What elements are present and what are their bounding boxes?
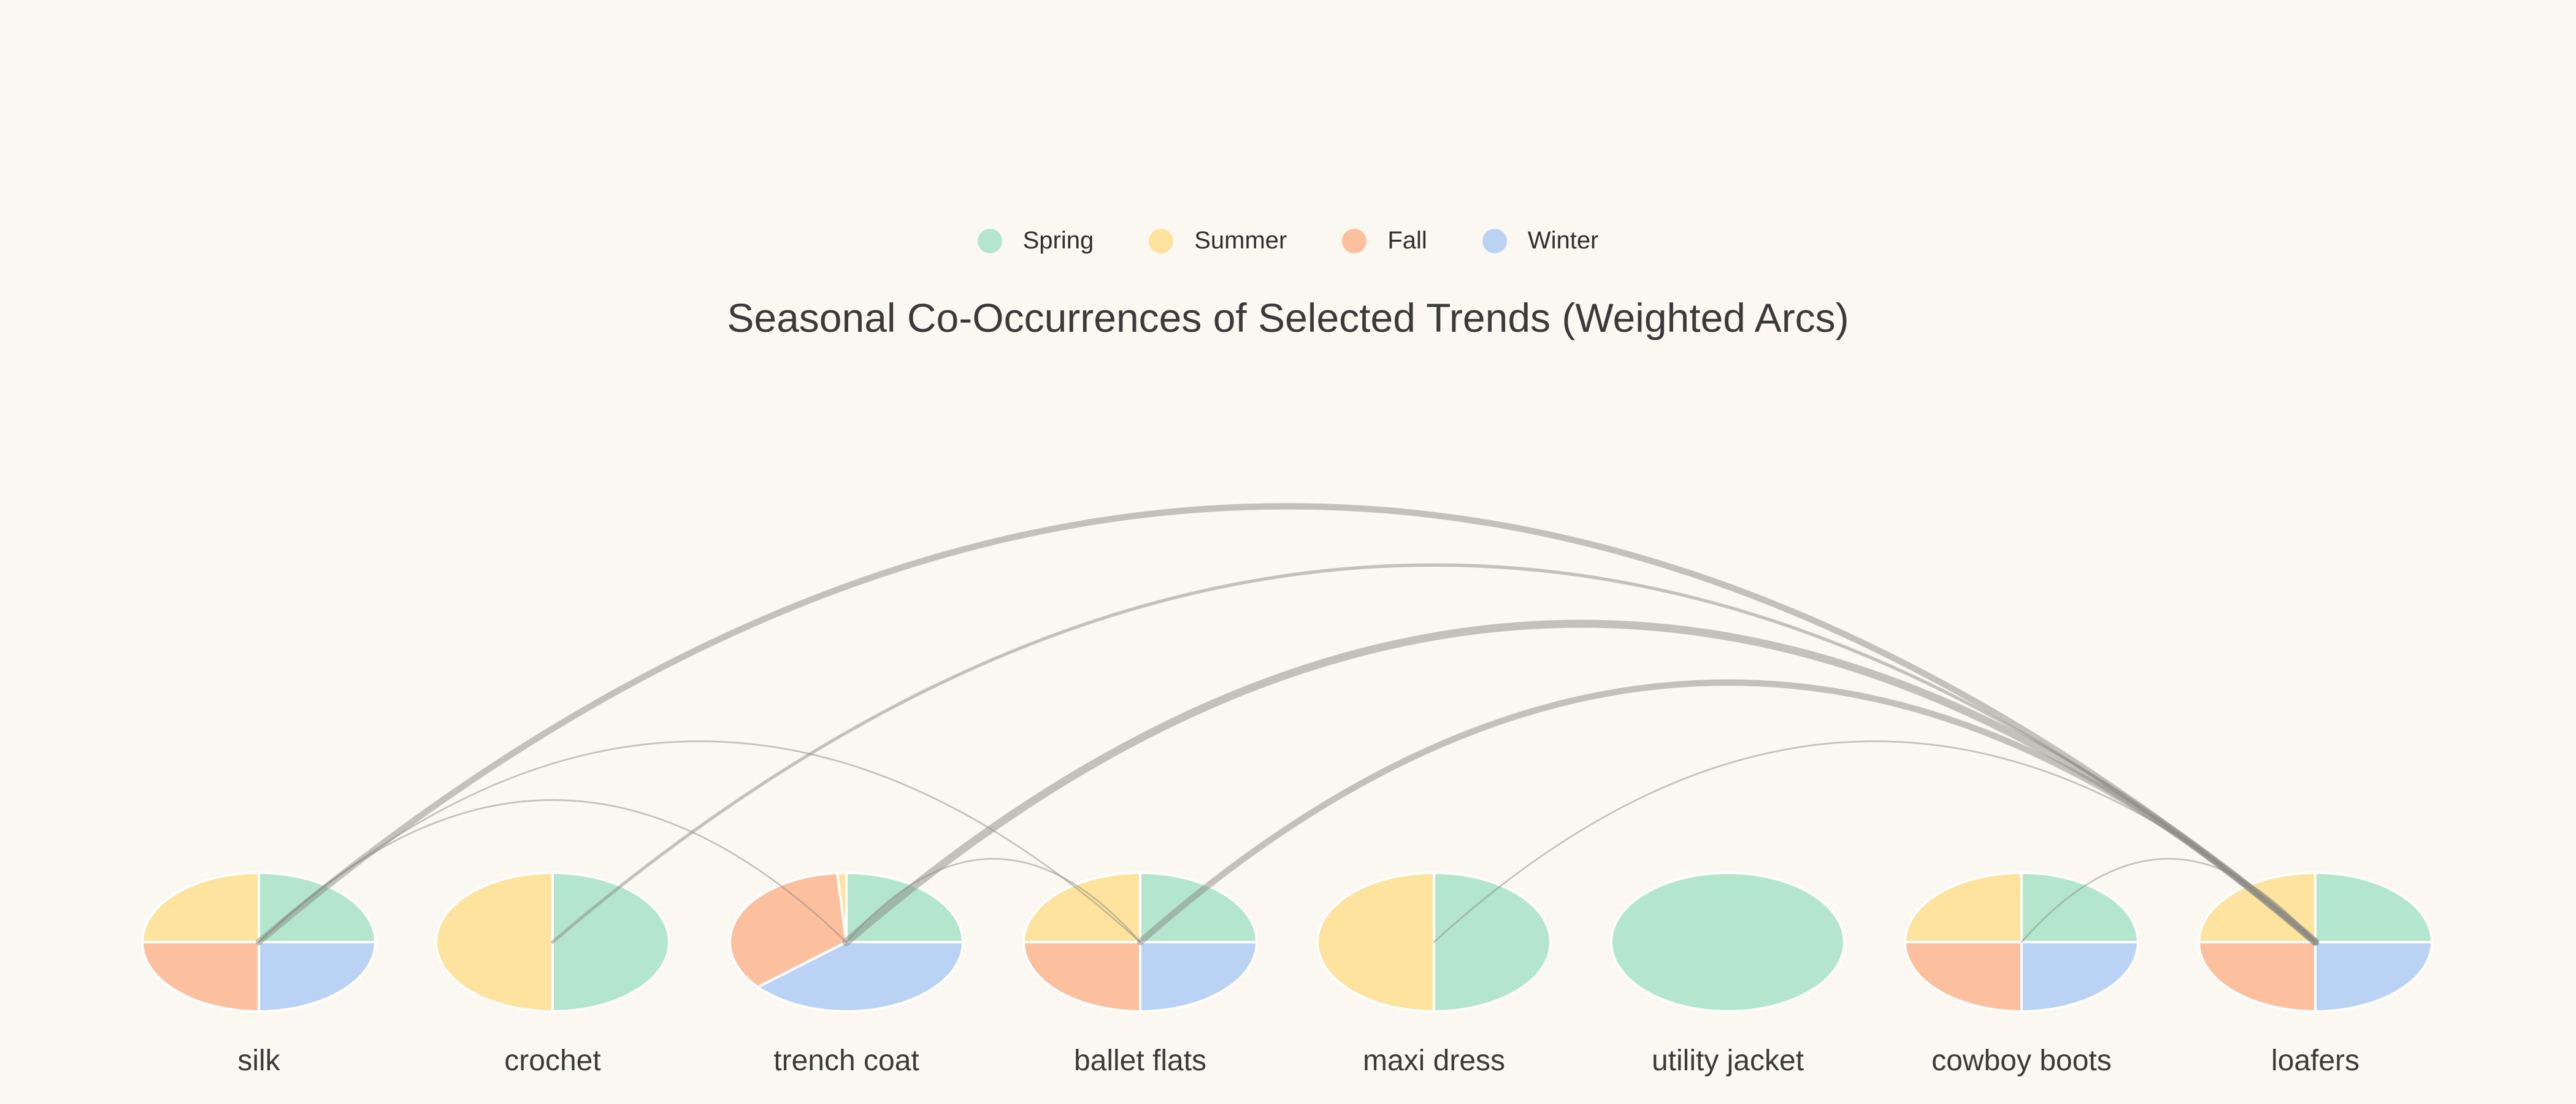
- slice-utility-jacket-spring: [1610, 872, 1846, 1013]
- node-label-crochet: crochet: [504, 1045, 600, 1077]
- node-label-silk: silk: [237, 1045, 280, 1077]
- legend: Spring Summer Fall Winter: [0, 227, 2576, 255]
- slice-loafers-spring: [2314, 872, 2433, 943]
- slice-maxi-dress-summer: [1316, 872, 1435, 1013]
- slice-ballet-flats-spring: [1139, 872, 1258, 943]
- legend-label-winter: Winter: [1527, 227, 1599, 254]
- slice-crochet-spring: [551, 872, 670, 1013]
- legend-label-summer: Summer: [1194, 227, 1287, 254]
- slice-cowboy-boots-fall: [1904, 941, 2023, 1013]
- legend-swatch-spring: [977, 228, 1002, 253]
- chart-title: Seasonal Co-Occurrences of Selected Tren…: [727, 295, 1849, 340]
- slice-cowboy-boots-winter: [2020, 941, 2139, 1013]
- slice-trench-coat-fall: [729, 872, 848, 989]
- arc-silk-ballet-flats: [258, 740, 1141, 943]
- legend-item-winter: Winter: [1482, 227, 1599, 255]
- node-crochet: [435, 872, 670, 1013]
- slice-ballet-flats-fall: [1022, 941, 1141, 1013]
- legend-item-spring: Spring: [977, 227, 1094, 255]
- node-trench-coat: [729, 872, 964, 1013]
- arc-layer: [255, 503, 2320, 946]
- arc-ballet-flats-loafers: [1137, 679, 2319, 946]
- legend-swatch-fall: [1342, 228, 1367, 253]
- slice-maxi-dress-spring: [1433, 872, 1552, 1013]
- slice-loafers-summer: [2198, 872, 2317, 943]
- node-label-ballet-flats: ballet flats: [1074, 1045, 1206, 1077]
- slice-loafers-fall: [2198, 941, 2317, 1013]
- slice-crochet-summer: [435, 872, 554, 1013]
- node-ballet-flats: [1022, 872, 1258, 1013]
- slice-ballet-flats-summer: [1022, 872, 1141, 943]
- slice-silk-spring: [258, 872, 377, 943]
- node-cowboy-boots: [1904, 872, 2139, 1013]
- node-label-maxi-dress: maxi dress: [1363, 1045, 1505, 1077]
- node-label-loafers: loafers: [2271, 1045, 2359, 1077]
- slice-trench-coat-summer: [836, 872, 848, 943]
- node-layer: silk crochet trench coat ballet flats maxi d…: [141, 872, 2433, 1077]
- legend-swatch-summer: [1149, 228, 1174, 253]
- legend-label-fall: Fall: [1387, 227, 1427, 254]
- arc-cowboy-boots-loafers: [2020, 857, 2317, 943]
- node-maxi-dress: [1316, 872, 1552, 1013]
- slice-silk-summer: [141, 872, 260, 943]
- arc-crochet-loafers: [551, 563, 2317, 944]
- arc-trench-coat-ballet-flats: [845, 857, 1141, 943]
- slice-loafers-winter: [2314, 941, 2433, 1013]
- legend-swatch-winter: [1482, 228, 1507, 253]
- slice-cowboy-boots-summer: [1904, 872, 2023, 943]
- slice-trench-coat-winter: [756, 941, 964, 1013]
- legend-label-spring: Spring: [1022, 227, 1094, 254]
- arc-silk-trench-coat: [258, 799, 848, 943]
- slice-ballet-flats-winter: [1139, 941, 1258, 1013]
- slice-trench-coat-spring: [845, 872, 964, 943]
- slice-silk-winter: [258, 941, 377, 1013]
- slice-cowboy-boots-spring: [2020, 872, 2139, 943]
- node-loafers: [2198, 872, 2433, 1013]
- arc-trench-coat-loafers: [842, 619, 2320, 946]
- node-label-cowboy-boots: cowboy boots: [1931, 1045, 2112, 1077]
- node-utility-jacket: [1610, 872, 1846, 1013]
- legend-item-fall: Fall: [1342, 227, 1427, 255]
- node-label-utility-jacket: utility jacket: [1652, 1045, 1804, 1077]
- slice-silk-fall: [141, 941, 260, 1013]
- arc-silk-loafers: [255, 503, 2319, 946]
- node-silk: [141, 872, 377, 1013]
- arc-maxi-dress-loafers: [1433, 740, 2317, 943]
- node-label-trench-coat: trench coat: [773, 1045, 919, 1077]
- legend-item-summer: Summer: [1149, 227, 1287, 255]
